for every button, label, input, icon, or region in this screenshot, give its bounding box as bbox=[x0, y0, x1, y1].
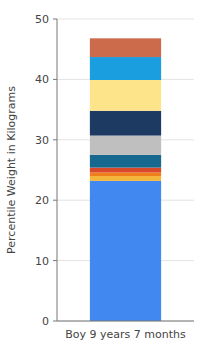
bar-segment bbox=[90, 111, 161, 136]
tick-mark bbox=[53, 260, 57, 261]
x-axis bbox=[57, 321, 194, 322]
tick-mark bbox=[53, 139, 57, 140]
chart: 0 10 20 30 40 50 Boy 9 years 7 months Percentil… bbox=[0, 0, 200, 350]
bar-segment bbox=[90, 176, 161, 181]
bar-segment bbox=[90, 172, 161, 176]
bar-segment bbox=[90, 57, 161, 80]
tick-label: 50 bbox=[35, 13, 49, 26]
tick-mark bbox=[53, 321, 57, 322]
grid-line bbox=[57, 321, 194, 322]
bars bbox=[90, 38, 161, 321]
tick-label: 30 bbox=[35, 134, 49, 147]
grid-line bbox=[57, 19, 194, 20]
bar-segment bbox=[90, 168, 161, 173]
bar-segment bbox=[90, 80, 161, 111]
chart-root: 0 10 20 30 40 50 Boy 9 years 7 months Percentil… bbox=[0, 0, 200, 350]
tick-label: 20 bbox=[35, 194, 49, 207]
bar-segment bbox=[90, 155, 161, 168]
category-label: Boy 9 years 7 months bbox=[65, 328, 186, 341]
bar-segment bbox=[90, 136, 161, 155]
tick-mark bbox=[53, 79, 57, 80]
tick-label: 0 bbox=[42, 315, 49, 328]
tick-mark bbox=[53, 200, 57, 201]
y-axis bbox=[57, 19, 58, 321]
tick-mark bbox=[53, 19, 57, 20]
tick-label: 40 bbox=[35, 73, 49, 86]
tick-label: 10 bbox=[35, 255, 49, 268]
y-axis-label: Percentile Weight in Kilograms bbox=[5, 86, 18, 254]
bar-segment bbox=[90, 38, 161, 57]
bar-segment bbox=[90, 181, 161, 321]
